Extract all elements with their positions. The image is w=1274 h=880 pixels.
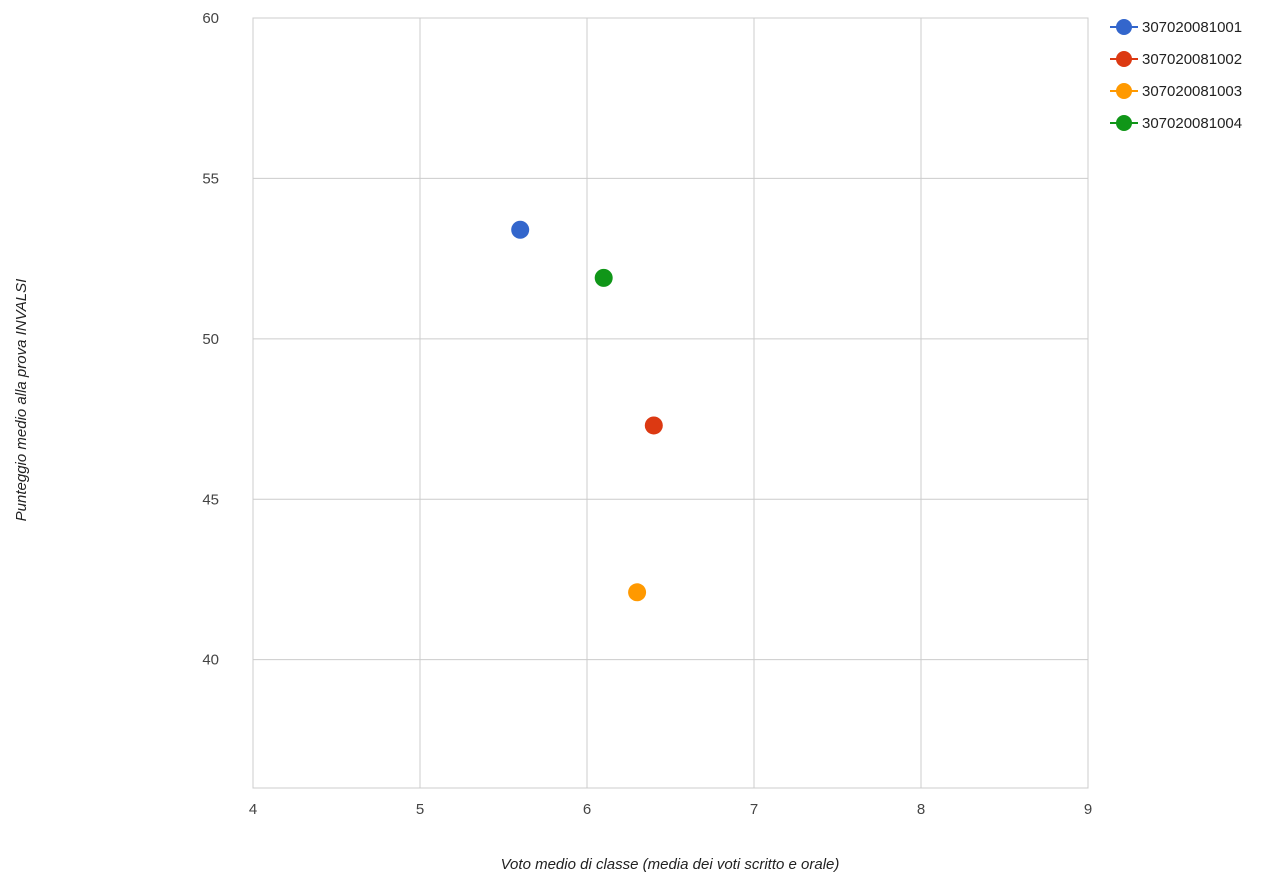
x-tick-label: 8 [917,801,925,818]
x-tick-label: 4 [249,801,257,818]
legend-item-307020081004[interactable]: 307020081004 [1110,115,1242,132]
y-tick-label: 60 [202,10,219,27]
y-tick-label: 55 [202,170,219,187]
legend-item-307020081001[interactable]: 307020081001 [1110,19,1242,36]
data-point-307020081001[interactable] [511,220,530,239]
legend-label: 307020081001 [1142,19,1242,36]
legend-label: 307020081003 [1142,83,1242,100]
x-tick-label: 7 [750,801,758,818]
y-tick-label: 50 [202,331,219,348]
legend-label: 307020081004 [1142,115,1242,132]
y-axis-title: Punteggio medio alla prova INVALSI [13,279,30,522]
legend-label: 307020081002 [1142,51,1242,68]
legend-marker [1116,83,1132,99]
legend-item-307020081003[interactable]: 307020081003 [1110,83,1242,100]
grid-lines [252,17,1089,788]
data-point-307020081002[interactable] [644,416,663,435]
x-tick-label: 6 [583,801,591,818]
legend-marker [1116,51,1132,67]
x-tick-label: 9 [1084,801,1092,818]
data-points [511,220,663,602]
y-tick-label: 40 [202,652,219,669]
data-point-307020081003[interactable] [628,583,647,602]
x-tick-label: 5 [416,801,424,818]
y-axis-ticks: 40 45 50 55 60 [202,10,219,669]
data-point-307020081004[interactable] [594,268,613,287]
legend-marker [1116,115,1132,131]
y-tick-label: 45 [202,491,219,508]
plot-area [252,17,1089,789]
x-axis-ticks: 4 5 6 7 8 9 [249,801,1092,818]
x-axis-title: Voto medio di classe (media dei voti scr… [501,856,840,873]
legend-marker [1116,19,1132,35]
legend[interactable]: 307020081001 307020081002 307020081003 3070… [1110,19,1242,132]
legend-item-307020081002[interactable]: 307020081002 [1110,51,1242,68]
